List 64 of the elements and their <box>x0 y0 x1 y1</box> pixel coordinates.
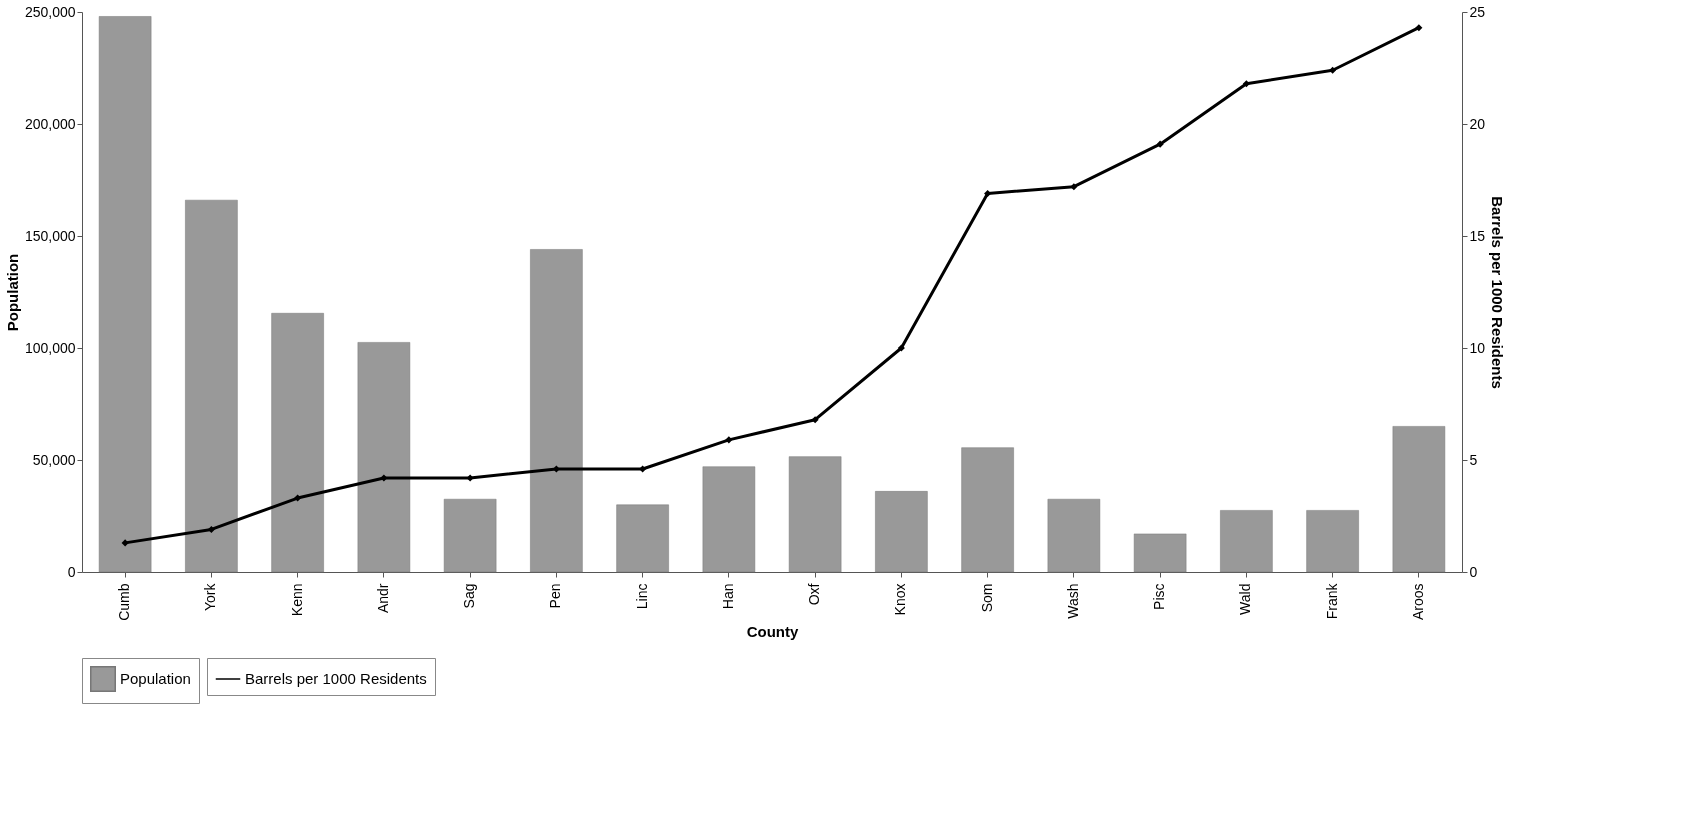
y2-axis-title: Barrels per 1000 Residents <box>1489 196 1507 389</box>
bar <box>1047 498 1101 573</box>
x-tick-label: Knox <box>892 583 909 616</box>
y2-tick-label: 20 <box>1469 115 1486 132</box>
legend-label: Barrels per 1000 Residents <box>245 670 427 687</box>
bar <box>1133 533 1187 573</box>
point <box>466 474 474 482</box>
y-tick-label: 100,000 <box>24 339 76 356</box>
y-tick-label: 250,000 <box>24 3 76 20</box>
x-tick-label: Sag <box>461 583 478 609</box>
y-tick-label: 50,000 <box>32 451 76 468</box>
y2-tick-label: 5 <box>1469 451 1478 468</box>
point <box>380 474 388 482</box>
point <box>897 344 905 352</box>
point <box>811 416 819 424</box>
bar <box>357 342 411 573</box>
bar <box>702 466 756 573</box>
bar <box>1220 510 1273 573</box>
x-tick-label: Wald <box>1237 583 1254 615</box>
bar <box>961 447 1014 573</box>
point <box>1415 24 1423 32</box>
x-tick-label: Aroos <box>1409 583 1426 621</box>
x-tick-label: Han <box>719 583 736 610</box>
bar <box>1306 510 1359 573</box>
y-tick-label: 150,000 <box>24 227 76 244</box>
legend-label: Population <box>120 670 191 687</box>
point <box>1070 183 1078 191</box>
y2-tick-label: 0 <box>1469 563 1478 580</box>
x-tick-label: Pen <box>547 583 564 609</box>
bar <box>616 504 669 573</box>
point <box>639 465 647 473</box>
x-tick-label: Som <box>978 583 995 613</box>
point <box>294 494 302 502</box>
y2-tick-label: 15 <box>1469 227 1486 244</box>
point <box>207 525 215 533</box>
x-tick-label: Cumb <box>116 583 133 621</box>
bar <box>530 249 583 573</box>
x-axis-title: County <box>746 622 799 640</box>
x-tick-label: York <box>202 582 219 612</box>
bar <box>875 491 928 573</box>
point <box>1329 66 1337 74</box>
point <box>984 189 992 197</box>
x-tick-label: Frank <box>1323 582 1340 620</box>
point <box>725 436 733 444</box>
x-tick-label: Oxf <box>806 583 823 606</box>
bar <box>98 16 152 573</box>
x-tick-label: Wash <box>1064 583 1081 619</box>
bar <box>271 313 324 573</box>
bar <box>443 498 497 573</box>
x-tick-label: Linc <box>633 583 650 610</box>
bar <box>185 199 238 573</box>
y2-tick-label: 10 <box>1469 339 1486 356</box>
bar <box>788 456 842 573</box>
y-tick-label: 0 <box>67 563 76 580</box>
point <box>1156 140 1164 148</box>
x-tick-label: Pisc <box>1151 583 1168 610</box>
x-tick-label: Andr <box>374 583 391 614</box>
x-tick-label: Kenn <box>288 583 305 617</box>
y-tick-label: 200,000 <box>24 115 76 132</box>
y-axis-title: Population <box>3 253 21 332</box>
point <box>121 539 129 547</box>
y2-tick-label: 25 <box>1469 3 1486 20</box>
point <box>1242 80 1250 88</box>
bar <box>1392 426 1446 573</box>
